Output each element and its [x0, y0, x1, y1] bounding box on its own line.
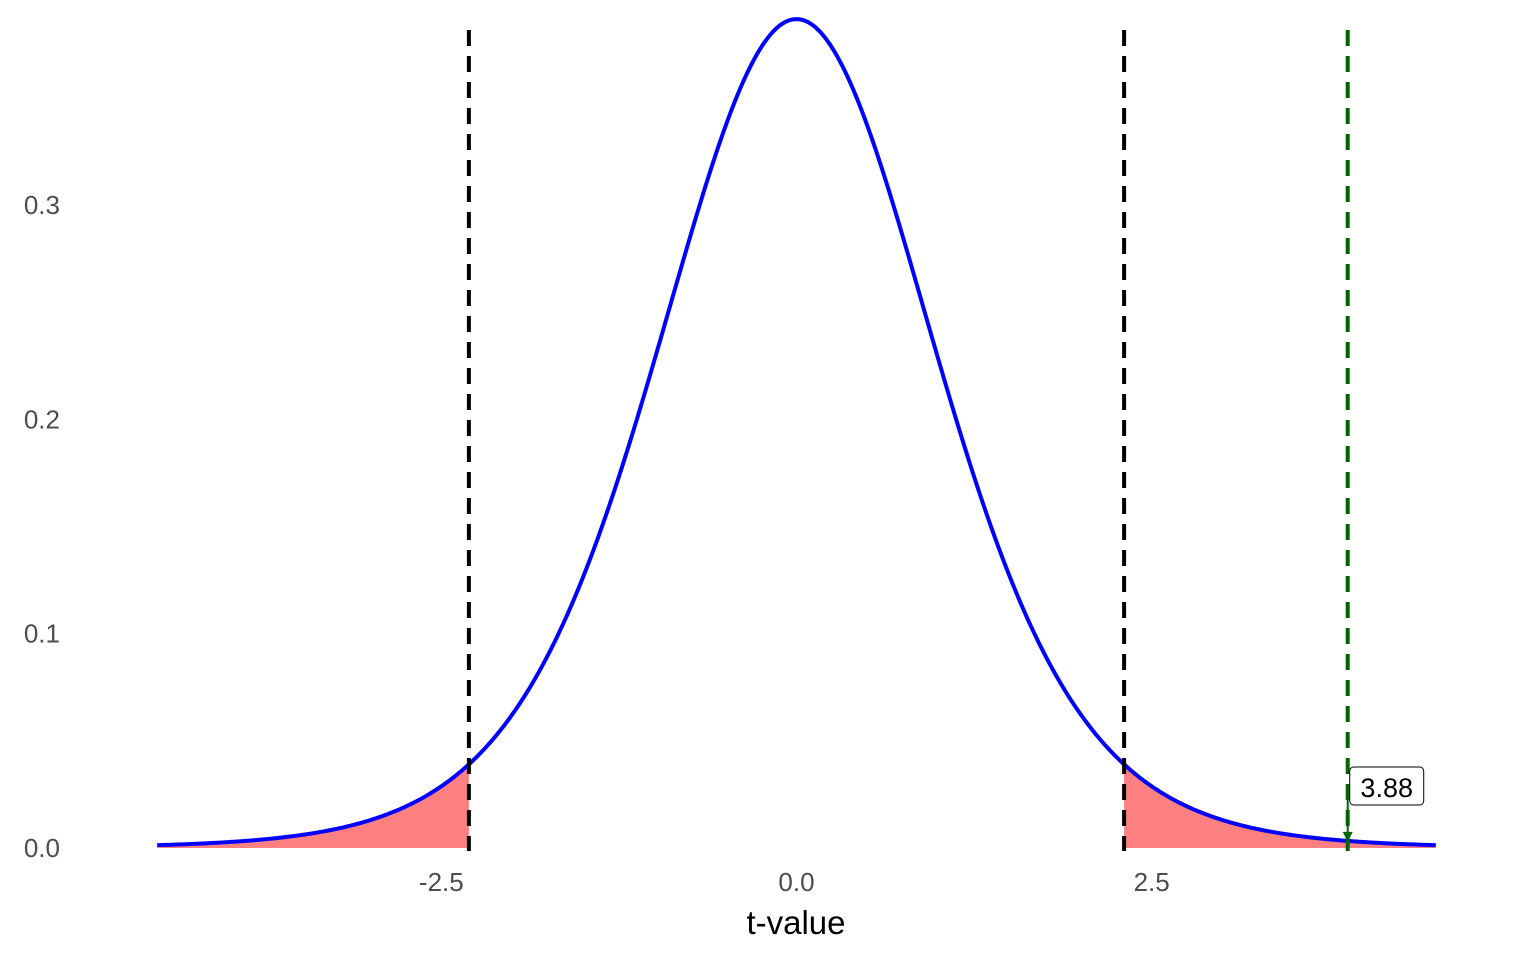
- x-axis-title: t-value: [746, 904, 845, 941]
- y-tick-label: 0.1: [24, 619, 60, 649]
- y-tick-label: 0.3: [24, 190, 60, 220]
- y-tick-label: 0.2: [24, 404, 60, 434]
- left-rejection-region: [157, 764, 469, 848]
- y-tick-label: 0.0: [24, 833, 60, 863]
- density-curve: [157, 17, 1436, 848]
- y-axis-ticks: 0.0 0.1 0.2 0.3: [24, 190, 60, 863]
- observed-t-label-box: 3.88: [1349, 766, 1425, 806]
- observed-t-label: 3.88: [1360, 773, 1413, 803]
- x-tick-label: -2.5: [419, 867, 464, 897]
- label-box-frame: [1349, 766, 1425, 806]
- x-tick-label: 0.0: [778, 867, 814, 897]
- arrowhead-icon: [1342, 831, 1353, 842]
- x-axis-ticks: -2.5 0.0 2.5: [419, 867, 1170, 897]
- x-tick-label: 2.5: [1134, 867, 1170, 897]
- right-rejection-region: [1124, 764, 1436, 848]
